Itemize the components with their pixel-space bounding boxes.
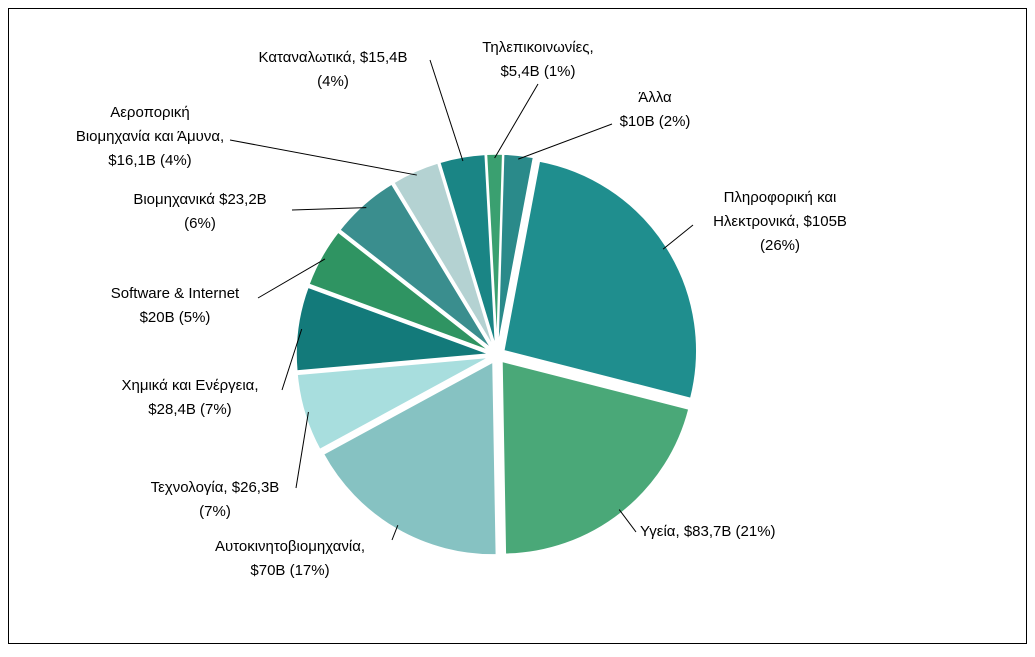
leader-line (662, 224, 694, 250)
leader-line (391, 525, 399, 541)
leader-line (291, 207, 367, 211)
slice-label: $10B (2%) (620, 113, 691, 130)
slice-label: Χημικά και Ενέργεια, (121, 377, 258, 394)
slice-label: Ηλεκτρονικά, $105B (713, 213, 847, 230)
slice-label: Άλλα (638, 89, 672, 106)
slice-label: $28,4B (7%) (148, 401, 231, 418)
pie-slice (338, 182, 493, 350)
slice-label: Βιομηχανία και Άμυνα, (76, 128, 224, 145)
slice-label: Τεχνολογία, $26,3B (151, 479, 280, 496)
pie-slice (296, 356, 490, 451)
pie-slice (485, 153, 504, 348)
slice-label: (6%) (184, 215, 216, 232)
pie-slice (497, 153, 535, 348)
slice-label: (4%) (317, 73, 349, 90)
slice-label: $20B (5%) (140, 309, 211, 326)
leader-line (494, 83, 539, 159)
leader-line (518, 123, 613, 160)
slice-label: Software & Internet (111, 285, 240, 302)
slice-label: Καταναλωτικά, $15,4B (259, 49, 408, 66)
slice-label: Πληροφορική και (724, 189, 837, 206)
slice-label: Αυτοκινητοβιομηχανία, (215, 538, 365, 555)
slice-label: (26%) (760, 237, 800, 254)
slice-label: (7%) (199, 503, 231, 520)
pie-slice (438, 153, 497, 348)
slice-label: $5,4B (1%) (500, 63, 575, 80)
leader-line (257, 258, 326, 299)
leader-line (229, 139, 417, 176)
pie-slice (392, 162, 495, 349)
slice-label: Τηλεπικοινωνίες, (482, 39, 593, 56)
leader-line (429, 59, 464, 162)
slice-label: Αεροπορική (110, 104, 190, 121)
pie-slice (322, 360, 498, 556)
slice-label: $16,1B (4%) (108, 152, 191, 169)
slice-label: Υγεία, $83,7B (21%) (640, 523, 776, 540)
leader-line (281, 328, 303, 391)
leader-line (295, 411, 309, 489)
slice-label: Βιομηχανικά $23,2B (133, 191, 266, 208)
pie-slice (307, 230, 491, 352)
slice-label: $70B (17%) (250, 562, 329, 579)
leader-line (618, 509, 637, 533)
pie-slice (295, 286, 490, 372)
